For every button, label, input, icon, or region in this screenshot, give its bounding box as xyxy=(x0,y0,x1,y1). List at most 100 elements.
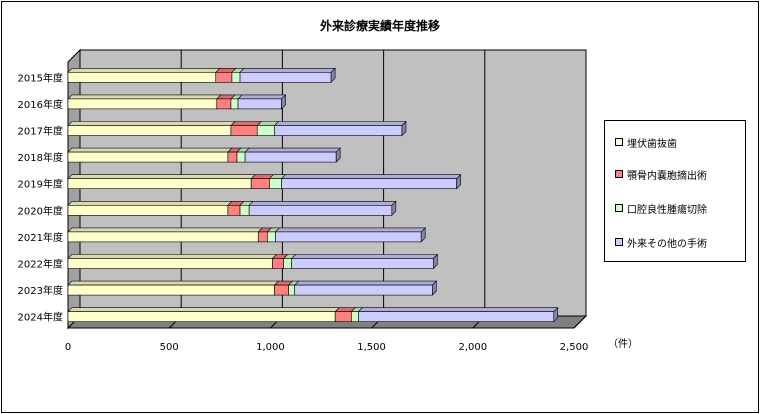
legend-swatch-4 xyxy=(615,238,623,246)
bar-top-face xyxy=(67,201,233,206)
bar-segment xyxy=(291,258,434,269)
bar-end-face xyxy=(433,253,438,270)
x-axis-labels: 0 500 1,000 1,500 2,000 2,500 xyxy=(65,342,589,353)
bar-segment xyxy=(67,231,259,243)
x-tick-label: 1,500 xyxy=(357,342,386,353)
bar-segment xyxy=(358,311,555,323)
bar-segment xyxy=(67,72,217,83)
legend-item-4: 外来その他の手術 xyxy=(615,235,707,250)
bar-segment xyxy=(272,258,284,269)
gridline-floor xyxy=(573,315,587,329)
bar-top-face xyxy=(293,280,438,286)
bar-segment xyxy=(67,178,252,189)
bar-end-face xyxy=(391,200,397,217)
bar-segment xyxy=(283,258,292,269)
bar-segment xyxy=(294,284,433,296)
bar-top-face xyxy=(248,201,397,206)
y-category-label: 2019年度 xyxy=(18,178,63,191)
legend-label-4: 外来その他の手術 xyxy=(627,238,707,250)
legend-swatch-1 xyxy=(615,138,623,146)
x-tick-label: 1,000 xyxy=(256,342,285,353)
bar-segment xyxy=(67,125,232,136)
legend-item-2: 顎骨内嚢胞摘出術 xyxy=(615,167,707,182)
bar-segment xyxy=(230,125,258,136)
x-tick-label: 2,000 xyxy=(458,342,487,353)
bar-top-face xyxy=(239,68,336,73)
bar-segment xyxy=(67,151,229,163)
y-category-label: 2018年度 xyxy=(18,151,63,164)
legend-item-1: 埋伏歯抜歯 xyxy=(615,135,677,150)
bar-end-face xyxy=(281,94,286,110)
y-category-label: 2021年度 xyxy=(18,231,63,244)
bar-end-face xyxy=(420,227,426,243)
bar-segment xyxy=(269,178,282,189)
bar-top-face xyxy=(67,68,221,73)
bar-segment xyxy=(231,72,241,83)
bar-top-face xyxy=(273,121,407,126)
bar-top-face xyxy=(67,147,233,153)
bar-segment xyxy=(67,311,336,323)
bar-top-face xyxy=(244,147,341,153)
bar-segment xyxy=(334,311,352,323)
bar-top-face xyxy=(230,121,262,126)
bar-segment xyxy=(274,125,403,136)
unit-label: （件） xyxy=(608,339,638,350)
bar-segment xyxy=(239,72,332,83)
bar-segment xyxy=(288,284,295,296)
bar-segment xyxy=(236,151,246,163)
y-category-label: 2017年度 xyxy=(18,125,63,138)
y-axis-labels: 2015年度 2016年度 2017年度 2018年度 2019年度 2020年度 2021… xyxy=(18,71,63,323)
bar-top-face xyxy=(237,94,287,100)
y-category-label: 2024年度 xyxy=(18,311,63,324)
bar-segment xyxy=(239,205,250,216)
bar-top-face xyxy=(67,227,263,233)
bar-top-face xyxy=(67,121,236,126)
legend-label-3: 口腔良性腫瘍切除 xyxy=(627,204,707,216)
bar-segment xyxy=(256,125,275,136)
bar-segment xyxy=(257,231,268,243)
bar-segment xyxy=(67,284,275,296)
bar-end-face xyxy=(432,280,437,296)
bar-end-face xyxy=(335,147,341,163)
y-category-label: 2020年度 xyxy=(18,204,63,217)
bar-top-face xyxy=(357,307,559,313)
legend: 埋伏歯抜歯 顎骨内嚢胞摘出術 口腔良性腫瘍切除 外来その他の手術 xyxy=(604,120,746,262)
x-tick-label: 0 xyxy=(65,342,71,353)
bar-segment xyxy=(215,72,233,83)
y-category-label: 2016年度 xyxy=(18,98,63,111)
bar-top-face xyxy=(67,174,256,179)
bar-end-face xyxy=(553,306,559,323)
legend-label-2: 顎骨内嚢胞摘出術 xyxy=(627,170,707,182)
bar-segment xyxy=(227,205,241,216)
bar-top-face xyxy=(67,94,222,100)
bar-top-face xyxy=(67,280,280,286)
bars xyxy=(67,67,559,323)
bar-segment xyxy=(351,311,359,323)
bar-end-face xyxy=(401,120,407,137)
bar-segment xyxy=(227,151,238,163)
x-tick-label: 2,500 xyxy=(560,342,589,353)
bar-segment xyxy=(275,231,422,243)
legend-label-1: 埋伏歯抜歯 xyxy=(627,138,677,150)
bar-segment xyxy=(274,284,289,296)
bar-top-face xyxy=(280,174,462,179)
legend-item-3: 口腔良性腫瘍切除 xyxy=(615,201,707,216)
legend-swatch-3 xyxy=(615,204,623,212)
y-category-label: 2015年度 xyxy=(18,71,63,84)
bar-segment xyxy=(267,231,276,243)
bar-segment xyxy=(237,98,282,110)
legend-swatch-2 xyxy=(615,170,623,178)
y-category-label: 2022年度 xyxy=(18,258,63,271)
bar-segment xyxy=(250,178,270,189)
bar-end-face xyxy=(456,173,461,190)
x-tick-label: 500 xyxy=(160,342,179,353)
bar-segment xyxy=(248,205,393,216)
bar-segment xyxy=(67,98,218,110)
chart-title: 外来診療実績年度推移 xyxy=(319,19,440,33)
bar-segment xyxy=(67,258,273,269)
bar-top-face xyxy=(67,307,340,313)
bar-segment xyxy=(281,178,457,189)
bar-segment xyxy=(230,98,239,110)
bar-segment xyxy=(216,98,232,110)
